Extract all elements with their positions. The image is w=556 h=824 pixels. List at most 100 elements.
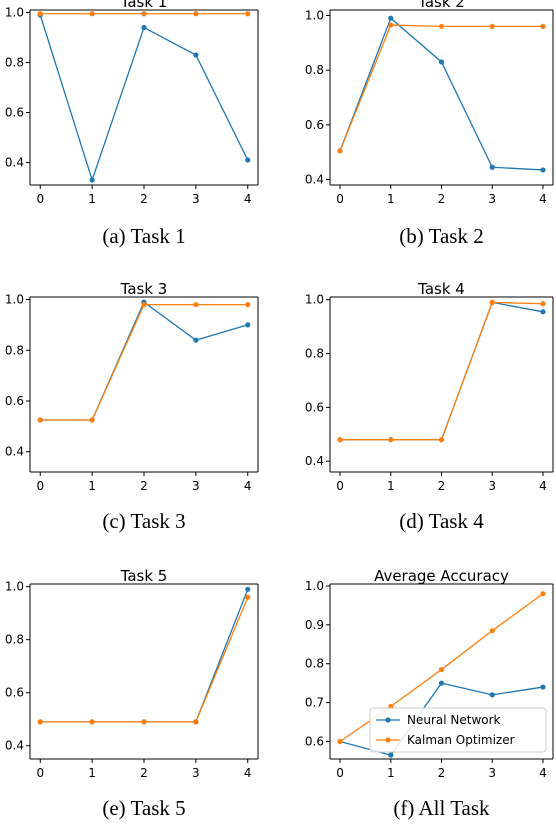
x-tick-label: 3 [192, 192, 200, 206]
subfigure-caption: (e) Task 5 [102, 796, 185, 820]
chart-title: Task 4 [417, 280, 465, 298]
panel-3: Task 3 0.4 0.6 0.8 1.0 0 1 2 3 4 (c) Task 3 [5, 280, 259, 533]
series-line-neural [339, 17, 544, 171]
data-point-kalman [540, 591, 546, 597]
data-point-kalman [438, 437, 445, 443]
x-tick-label: 1 [88, 479, 96, 493]
panel-5: Task 5 0.4 0.6 0.8 1.0 0 1 2 3 4 (e) Task 5 [5, 567, 259, 820]
data-point-kalman [141, 11, 147, 17]
data-point-neural [89, 177, 95, 183]
legend-box [369, 707, 547, 753]
x-tick-label: 2 [140, 192, 148, 206]
data-point-kalman [141, 302, 147, 308]
data-point-kalman [489, 628, 495, 634]
legend-swatch-marker [385, 737, 391, 743]
y-tick-label: 1.0 [5, 6, 24, 20]
data-point-neural [193, 337, 199, 343]
x-tick-label: 1 [88, 192, 96, 206]
y-tick-label: 1.0 [5, 580, 24, 594]
data-point-neural [540, 684, 546, 690]
data-point-neural [540, 309, 546, 315]
data-point-neural [489, 164, 495, 170]
x-tick-label: 3 [192, 766, 200, 780]
x-tick-label: 4 [539, 766, 547, 780]
subfigure-caption: (d) Task 4 [399, 509, 484, 533]
data-point-kalman [337, 738, 343, 745]
data-point-kalman [37, 11, 43, 17]
data-point-neural [245, 322, 251, 328]
legend-swatch-marker [385, 717, 391, 723]
data-point-neural [388, 15, 394, 21]
data-point-kalman [337, 148, 343, 154]
x-tick-label: 4 [244, 192, 252, 206]
y-tick-label: 0.4 [305, 173, 324, 187]
data-point-kalman [245, 11, 251, 17]
chart-title: Task 5 [120, 567, 168, 585]
y-tick-label: 0.6 [5, 686, 24, 700]
x-tick-label: 4 [539, 192, 547, 206]
y-tick-label: 1.0 [305, 293, 324, 307]
data-point-kalman [388, 437, 394, 443]
data-point-kalman [141, 719, 147, 725]
data-point-neural [438, 59, 445, 65]
data-point-kalman [540, 301, 546, 307]
x-tick-label: 1 [387, 192, 395, 206]
x-tick-label: 4 [244, 766, 252, 780]
data-point-neural [193, 52, 199, 58]
x-tick-label: 0 [36, 479, 44, 493]
y-tick-label: 0.8 [305, 63, 324, 77]
panel-6: Average Accuracy 0.6 0.7 0.8 0.9 1.0 0 1 2 3 4 Neur… [305, 567, 554, 820]
y-tick-label: 0.6 [305, 735, 324, 749]
legend: Neural Network Kalman Optimizer [369, 707, 547, 753]
data-point-kalman [193, 11, 199, 17]
y-tick-label: 0.4 [5, 156, 24, 170]
series-line-kalman [340, 301, 543, 441]
subfigure-caption: (c) Task 3 [102, 509, 185, 533]
series-line-kalman [339, 24, 543, 152]
data-point-kalman [388, 22, 394, 28]
y-tick-label: 0.6 [5, 394, 24, 408]
chart-title: Task 3 [120, 280, 168, 298]
x-tick-label: 2 [438, 766, 446, 780]
y-tick-label: 1.0 [5, 293, 24, 307]
data-point-kalman [540, 23, 546, 30]
subfigure-caption: (f) All Task [393, 796, 490, 820]
chart-title: Average Accuracy [374, 567, 509, 585]
data-point-neural [540, 167, 546, 173]
series-line-kalman [40, 303, 248, 421]
panel-2: Task 2 0.4 0.6 0.8 1.0 0 1 2 3 4 (b) Task 2 [305, 0, 554, 248]
x-tick-label: 4 [539, 479, 547, 493]
y-tick-label: 0.8 [305, 657, 324, 671]
series-line-neural [39, 14, 249, 183]
data-point-neural [245, 586, 251, 592]
panel-1: Task 1 0.4 0.6 0.8 1.0 0 1 2 3 4 (a) Task 1 [5, 0, 259, 248]
subfigure-caption: (a) Task 1 [102, 224, 185, 248]
data-point-kalman [245, 594, 251, 600]
x-tick-label: 1 [387, 766, 395, 780]
y-tick-label: 0.6 [5, 106, 24, 120]
y-tick-label: 0.8 [5, 56, 24, 70]
x-tick-label: 2 [140, 479, 148, 493]
data-point-kalman [89, 719, 95, 725]
data-point-kalman [37, 417, 43, 423]
x-tick-label: 3 [488, 479, 496, 493]
panel-4: Task 4 0.4 0.6 0.8 1.0 0 1 2 3 4 (d) Task 4 [305, 280, 554, 533]
data-point-kalman [438, 23, 445, 30]
series-line-kalman [40, 597, 249, 723]
chart-title: Task 1 [120, 0, 168, 11]
legend-label: Neural Network [407, 713, 501, 727]
x-tick-label: 2 [140, 766, 148, 780]
x-tick-label: 1 [387, 479, 395, 493]
y-tick-label: 1.0 [305, 579, 324, 593]
y-tick-label: 0.8 [5, 633, 24, 647]
chart-title: Task 2 [417, 0, 465, 11]
data-point-neural [245, 157, 251, 163]
y-tick-label: 0.8 [305, 347, 324, 361]
data-point-neural [141, 24, 147, 31]
x-tick-label: 0 [336, 766, 344, 780]
y-tick-label: 0.7 [305, 696, 324, 710]
series-line-neural [40, 301, 248, 421]
legend-label: Kalman Optimizer [407, 733, 515, 747]
data-point-kalman [193, 302, 199, 308]
